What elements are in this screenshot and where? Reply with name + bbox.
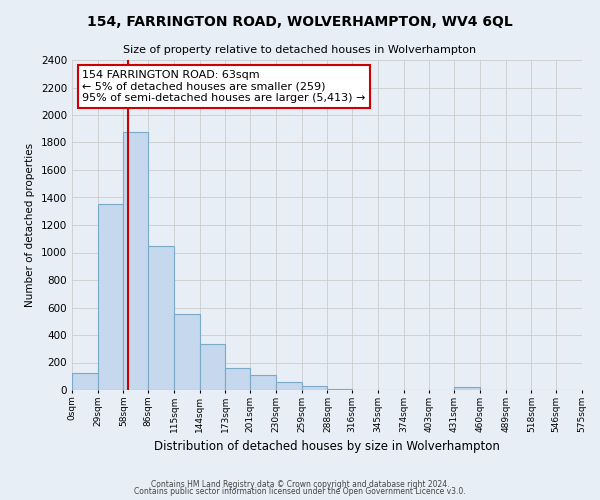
Bar (250, 375, 276, 390)
Text: Contains HM Land Registry data © Crown copyright and database right 2024.: Contains HM Land Registry data © Crown c… (151, 480, 449, 489)
Bar (226, 368, 250, 390)
Bar (124, 132, 148, 390)
Bar (302, 386, 328, 390)
Y-axis label: Number of detached properties: Number of detached properties (25, 143, 35, 307)
Bar (200, 344, 226, 390)
Bar (174, 314, 200, 390)
Bar (72, 373, 98, 390)
Bar (276, 382, 302, 390)
Text: 154, FARRINGTON ROAD, WOLVERHAMPTON, WV4 6QL: 154, FARRINGTON ROAD, WOLVERHAMPTON, WV4… (87, 15, 513, 29)
X-axis label: Distribution of detached houses by size in Wolverhampton: Distribution of detached houses by size … (154, 440, 500, 454)
Bar (98, 204, 124, 390)
Text: Contains public sector information licensed under the Open Government Licence v3: Contains public sector information licen… (134, 488, 466, 496)
Text: Size of property relative to detached houses in Wolverhampton: Size of property relative to detached ho… (124, 45, 476, 55)
Bar (454, 386, 480, 390)
Bar (148, 246, 174, 390)
Text: 154 FARRINGTON ROAD: 63sqm
← 5% of detached houses are smaller (259)
95% of semi: 154 FARRINGTON ROAD: 63sqm ← 5% of detac… (82, 70, 365, 103)
